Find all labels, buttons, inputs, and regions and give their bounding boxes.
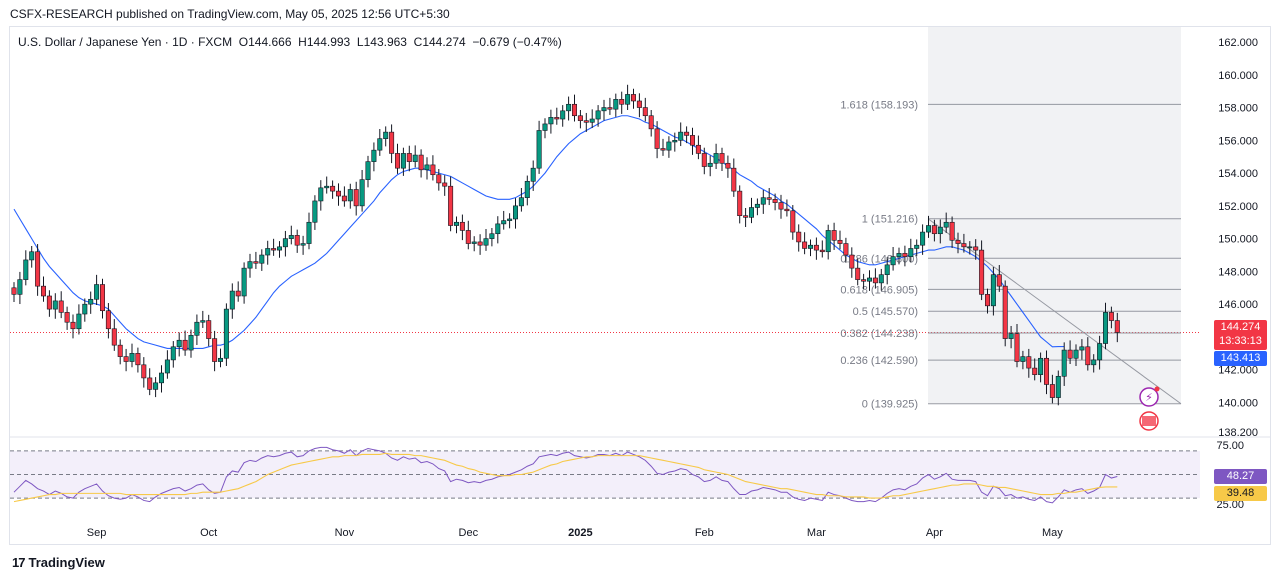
high-value: 144.993 (306, 35, 351, 49)
close-label: C (413, 35, 423, 49)
publish-line: CSFX-RESEARCH published on TradingView.c… (10, 7, 450, 21)
current-price-value: 144.274 (1220, 321, 1261, 333)
current-price-tag: 144.274 13:33:13 (1214, 320, 1267, 350)
brand-name: TradingView (28, 555, 105, 570)
chart-frame (9, 26, 1271, 545)
tradingview-logo-icon: 17 (12, 555, 26, 570)
close-value: 144.274 (422, 35, 466, 49)
high-label: H (298, 35, 307, 49)
low-value: 143.963 (363, 35, 407, 49)
bar-countdown: 13:33:13 (1219, 335, 1262, 347)
ma-price-tag: 143.413 (1214, 351, 1267, 366)
low-label: L (356, 35, 364, 49)
rsi-value-tag: 48.27 (1214, 469, 1267, 484)
open-label: O (238, 35, 249, 49)
tradingview-brand[interactable]: 17 TradingView (12, 555, 105, 570)
change-value: −0.679 (−0.47%) (472, 35, 562, 49)
rsi-ma-value-tag: 39.48 (1214, 486, 1267, 501)
symbol-title[interactable]: U.S. Dollar / Japanese Yen · 1D · FXCM (18, 35, 233, 49)
symbol-legend: U.S. Dollar / Japanese Yen · 1D · FXCM O… (18, 35, 562, 49)
open-value: 144.666 (248, 35, 292, 49)
